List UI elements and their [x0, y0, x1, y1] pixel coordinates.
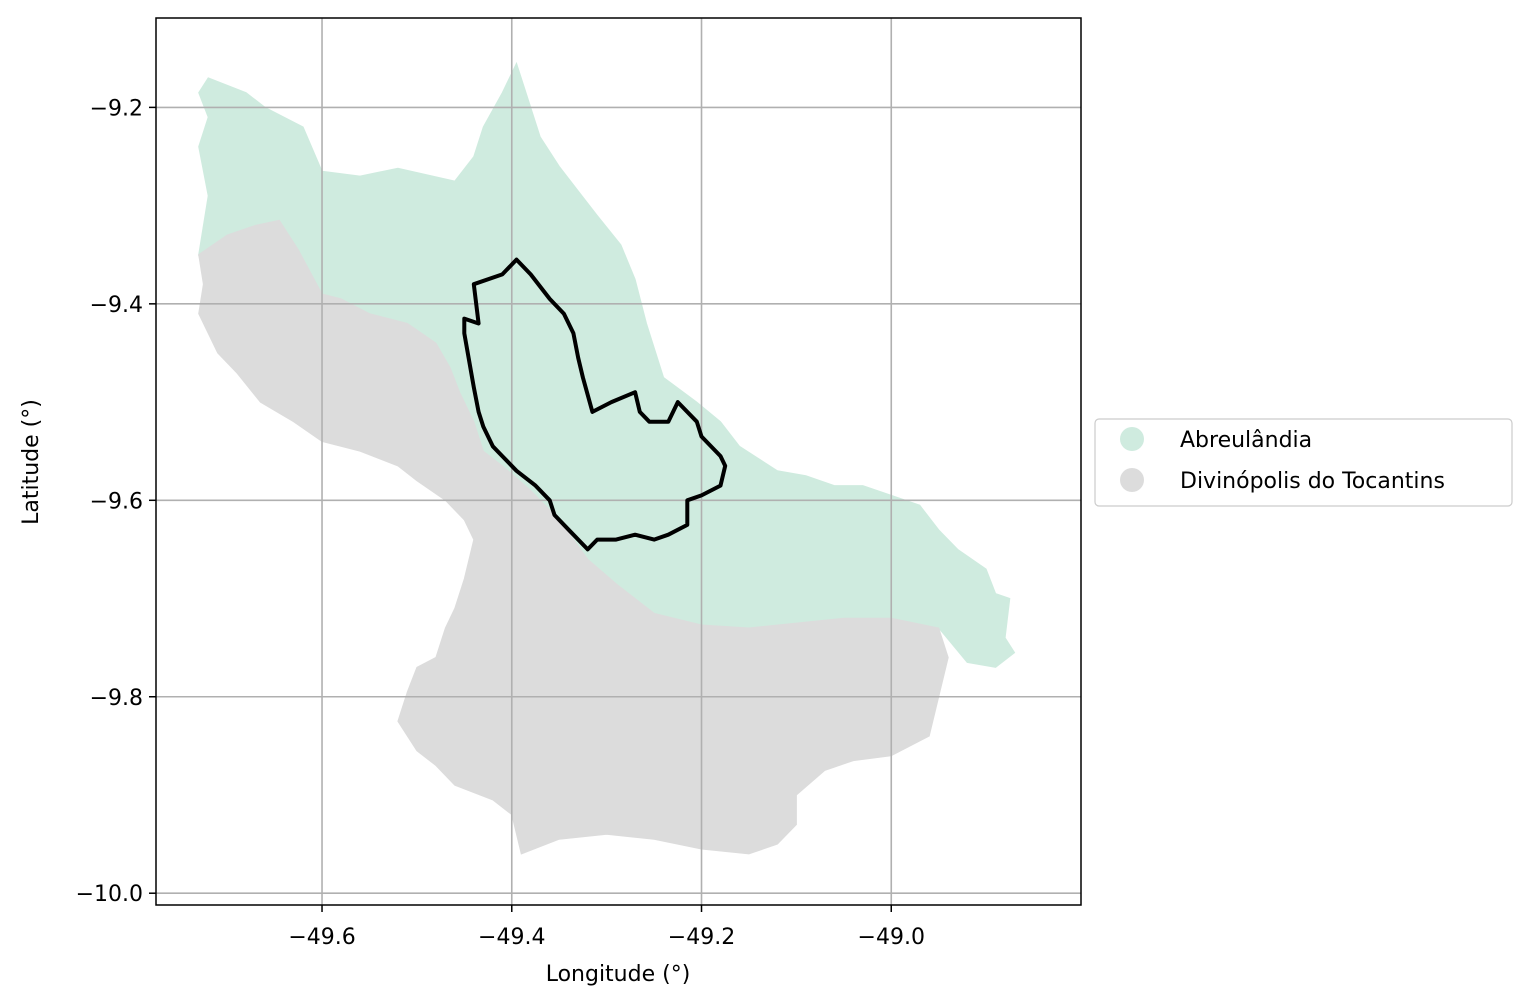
x-tick-label: −49.6	[288, 925, 355, 950]
legend-box	[1094, 418, 1513, 507]
x-axis-label: Longitude (°)	[546, 962, 691, 987]
legend-label-divinopolis: Divinópolis do Tocantins	[1180, 469, 1445, 494]
outline-layer	[462, 257, 728, 552]
x-tick-label: −49.2	[668, 925, 735, 950]
legend: Abreulândia Divinópolis do Tocantins	[1094, 418, 1513, 507]
y-tick-label: −9.2	[90, 96, 143, 121]
x-tick-label: −49.4	[478, 925, 545, 950]
y-axis-label: Latitude (°)	[19, 399, 44, 525]
y-axis: −9.2 −9.4 −9.6 −9.8 −10.0	[76, 96, 156, 907]
legend-swatch-divinopolis	[1120, 468, 1144, 492]
highlight-outline	[462, 257, 728, 552]
y-tick-label: −9.6	[90, 489, 143, 514]
x-tick-label: −49.0	[858, 925, 925, 950]
plot-frame	[155, 17, 1082, 906]
y-tick-label: −9.8	[90, 686, 143, 711]
y-tick-label: −10.0	[76, 882, 143, 907]
map-regions	[198, 61, 1016, 855]
region-divinopolis	[198, 219, 949, 855]
legend-swatch-abreulandia	[1120, 427, 1144, 451]
x-axis: −49.6 −49.4 −49.2 −49.0	[288, 905, 925, 950]
legend-label-abreulandia: Abreulândia	[1180, 428, 1312, 453]
grid-lines	[156, 18, 1081, 905]
y-tick-label: −9.4	[90, 293, 143, 318]
